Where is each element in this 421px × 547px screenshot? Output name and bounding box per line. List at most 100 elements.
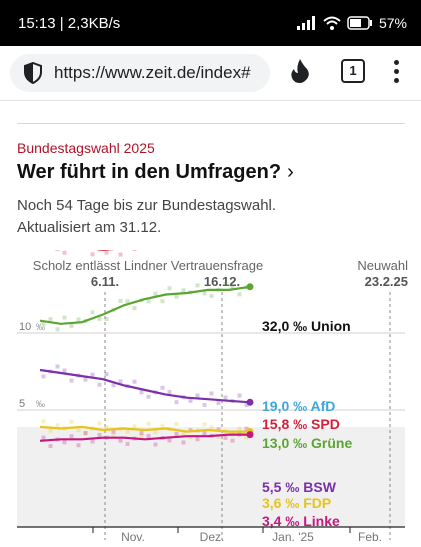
poll-dot [230,284,235,289]
poll-dot [69,378,74,383]
poll-dot [160,299,165,304]
chevron-right-icon: › [287,161,294,183]
event-date: 23.2.25 [365,274,408,289]
series-label: 3,6 ‰ FDP [262,495,331,511]
poll-dot [104,316,109,321]
series-endpoint [246,283,254,291]
poll-dot [237,426,242,431]
browser-toolbar: https://www.zeit.de/index# 1 [0,46,421,100]
poll-dot [104,250,109,255]
percent-icon: ‰ [36,399,45,409]
poll-dot [111,429,116,434]
poll-dot [237,292,242,297]
event-label: Scholz entlässt Lindner [33,258,168,273]
poll-dot [174,294,179,299]
series-label: 32,0 ‰ Union [262,318,351,334]
series-label: 3,4 ‰ Linke [262,513,340,529]
battery-icon [347,16,372,30]
poll-dot [209,391,214,396]
poll-dot [195,393,200,398]
poll-dot [132,306,137,311]
event-label: Neuwahl [357,258,408,273]
series-label: 15,8 ‰ SPD [262,416,340,432]
url-text[interactable]: https://www.zeit.de/index# [54,63,251,82]
poll-dot [41,322,46,327]
poll-dot [118,379,123,384]
poll-dot [55,423,60,428]
poll-dot [90,310,95,315]
poll-dot [104,372,109,377]
tab-count-button[interactable]: 1 [341,59,365,83]
series-line-bsw [39,368,251,404]
poll-dot [181,432,186,437]
poll-dot [237,393,242,398]
poll-dot [209,425,214,430]
poll-dot [160,385,165,390]
poll-dot [97,250,102,252]
poll-dot [160,423,165,428]
poll-dot [125,299,130,304]
wifi-icon [323,16,341,30]
article-kicker[interactable]: Bundestagswahl 2025 [17,140,155,156]
poll-dot [48,444,53,449]
poll-dot [97,432,102,437]
poll-dot [216,427,221,432]
poll-dot [146,434,151,439]
poll-dot [216,434,221,439]
poll-dot [55,327,60,332]
poll-dot [216,400,221,405]
status-time: 15:13 | 2,3KB/s [18,15,121,32]
overflow-menu-icon[interactable] [391,60,401,86]
poll-dot [41,374,46,379]
y-tick-label: 10 [19,321,31,333]
poll-dot [97,316,102,321]
shield-icon[interactable] [16,62,50,84]
poll-dot [118,438,123,443]
poll-dot [69,323,74,328]
poll-dot [139,390,144,395]
poll-dot [174,400,179,405]
poll-dot [90,372,95,377]
poll-dot [139,433,144,438]
url-bar[interactable]: https://www.zeit.de/index# [10,54,270,92]
poll-dot [223,395,228,400]
poll-dot [139,431,144,436]
poll-dot [167,286,172,291]
x-tick-label: Nov. [121,530,145,544]
poll-dot [111,433,116,438]
poll-dot [132,250,137,251]
flame-icon[interactable] [289,58,311,89]
series-label: 19,0 ‰ AfD [262,398,335,414]
poll-dot [230,438,235,443]
poll-dot [223,435,228,440]
poll-dot [41,435,46,440]
updated-date: Aktualisiert am 31.12. [17,219,162,236]
event-label: Vertrauensfrage [171,258,264,273]
poll-dot [153,291,158,296]
chart-x-axis: Nov. Dez. Jan. '25 Feb. [17,526,405,544]
days-until-election: Noch 54 Tage bis zur Bundestagswahl. [17,197,277,214]
poll-dot [202,291,207,296]
article-headline[interactable]: Wer führt in den Umfragen? › [17,161,294,184]
poll-dot [69,419,74,424]
poll-dot [167,390,172,395]
poll-dot [153,442,158,447]
poll-dot [209,293,214,298]
poll-dot [111,383,116,388]
poll-dot [76,428,81,433]
poll-dot [174,422,179,427]
poll-dot [244,426,249,431]
event-date: 6.11. [91,274,119,289]
y-tick-label: 5 [19,398,25,410]
series-label: 13,0 ‰ Grüne [262,435,352,451]
poll-dot [76,317,81,322]
poll-dot [62,315,67,320]
poll-dot [48,428,53,433]
headline-text[interactable]: Wer führt in den Umfragen? [17,161,282,183]
poll-dot [195,283,200,288]
poll-dot [83,431,88,436]
poll-dot [90,252,95,257]
poll-dot [90,439,95,444]
status-bar: 15:13 | 2,3KB/s 57% [0,0,421,46]
article-rule [17,123,405,124]
